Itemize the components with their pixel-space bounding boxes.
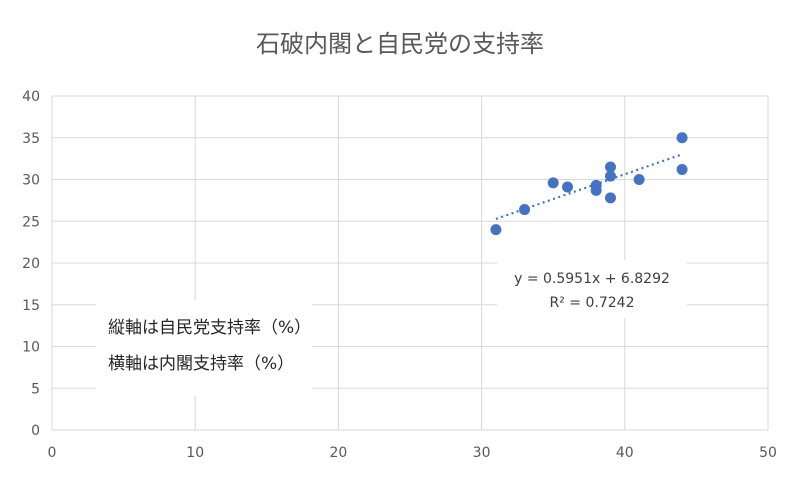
y-tick-label: 10	[22, 340, 40, 356]
y-tick-label: 35	[22, 131, 40, 147]
axis-note-box: 縦軸は自民党支持率（%） 横軸は内閣支持率（%）	[96, 300, 312, 396]
data-point	[604, 192, 616, 204]
x-tick-label: 50	[759, 445, 777, 461]
y-tick-label: 25	[22, 214, 40, 230]
y-axis-ticks: 0 5 10 15 20 25 30 35 40	[22, 89, 40, 439]
trendline-r-squared: R² = 0.7242	[550, 295, 635, 311]
axis-note-vertical: 縦軸は自民党支持率（%）	[108, 318, 311, 338]
data-point	[562, 181, 574, 193]
trendline-equation: y = 0.5951x + 6.8292	[514, 271, 670, 287]
data-points	[490, 132, 688, 236]
y-tick-label: 30	[22, 173, 40, 189]
data-point	[490, 224, 502, 236]
x-tick-label: 10	[186, 445, 204, 461]
data-point	[604, 170, 616, 182]
trendline-equation-box: y = 0.5951x + 6.8292 R² = 0.7242	[497, 260, 687, 318]
y-tick-label: 15	[22, 298, 40, 314]
axis-note-horizontal: 横軸は内閣支持率（%）	[108, 354, 294, 374]
x-tick-label: 30	[473, 445, 491, 461]
x-axis-ticks: 0 10 20 30 40 50	[48, 445, 777, 461]
data-point	[633, 174, 645, 185]
y-tick-label: 0	[31, 423, 40, 439]
y-tick-label: 5	[31, 381, 40, 397]
data-point	[604, 161, 616, 173]
data-point	[547, 177, 559, 189]
y-tick-label: 40	[22, 89, 40, 105]
data-point	[676, 163, 688, 175]
chart-title: 石破内閣と自民党の支持率	[256, 30, 544, 58]
x-tick-label: 40	[616, 445, 634, 461]
x-tick-label: 20	[329, 445, 347, 461]
data-point	[676, 132, 688, 144]
data-point	[519, 204, 531, 216]
data-point	[590, 184, 602, 196]
x-tick-label: 0	[48, 445, 57, 461]
y-tick-label: 20	[22, 256, 40, 272]
